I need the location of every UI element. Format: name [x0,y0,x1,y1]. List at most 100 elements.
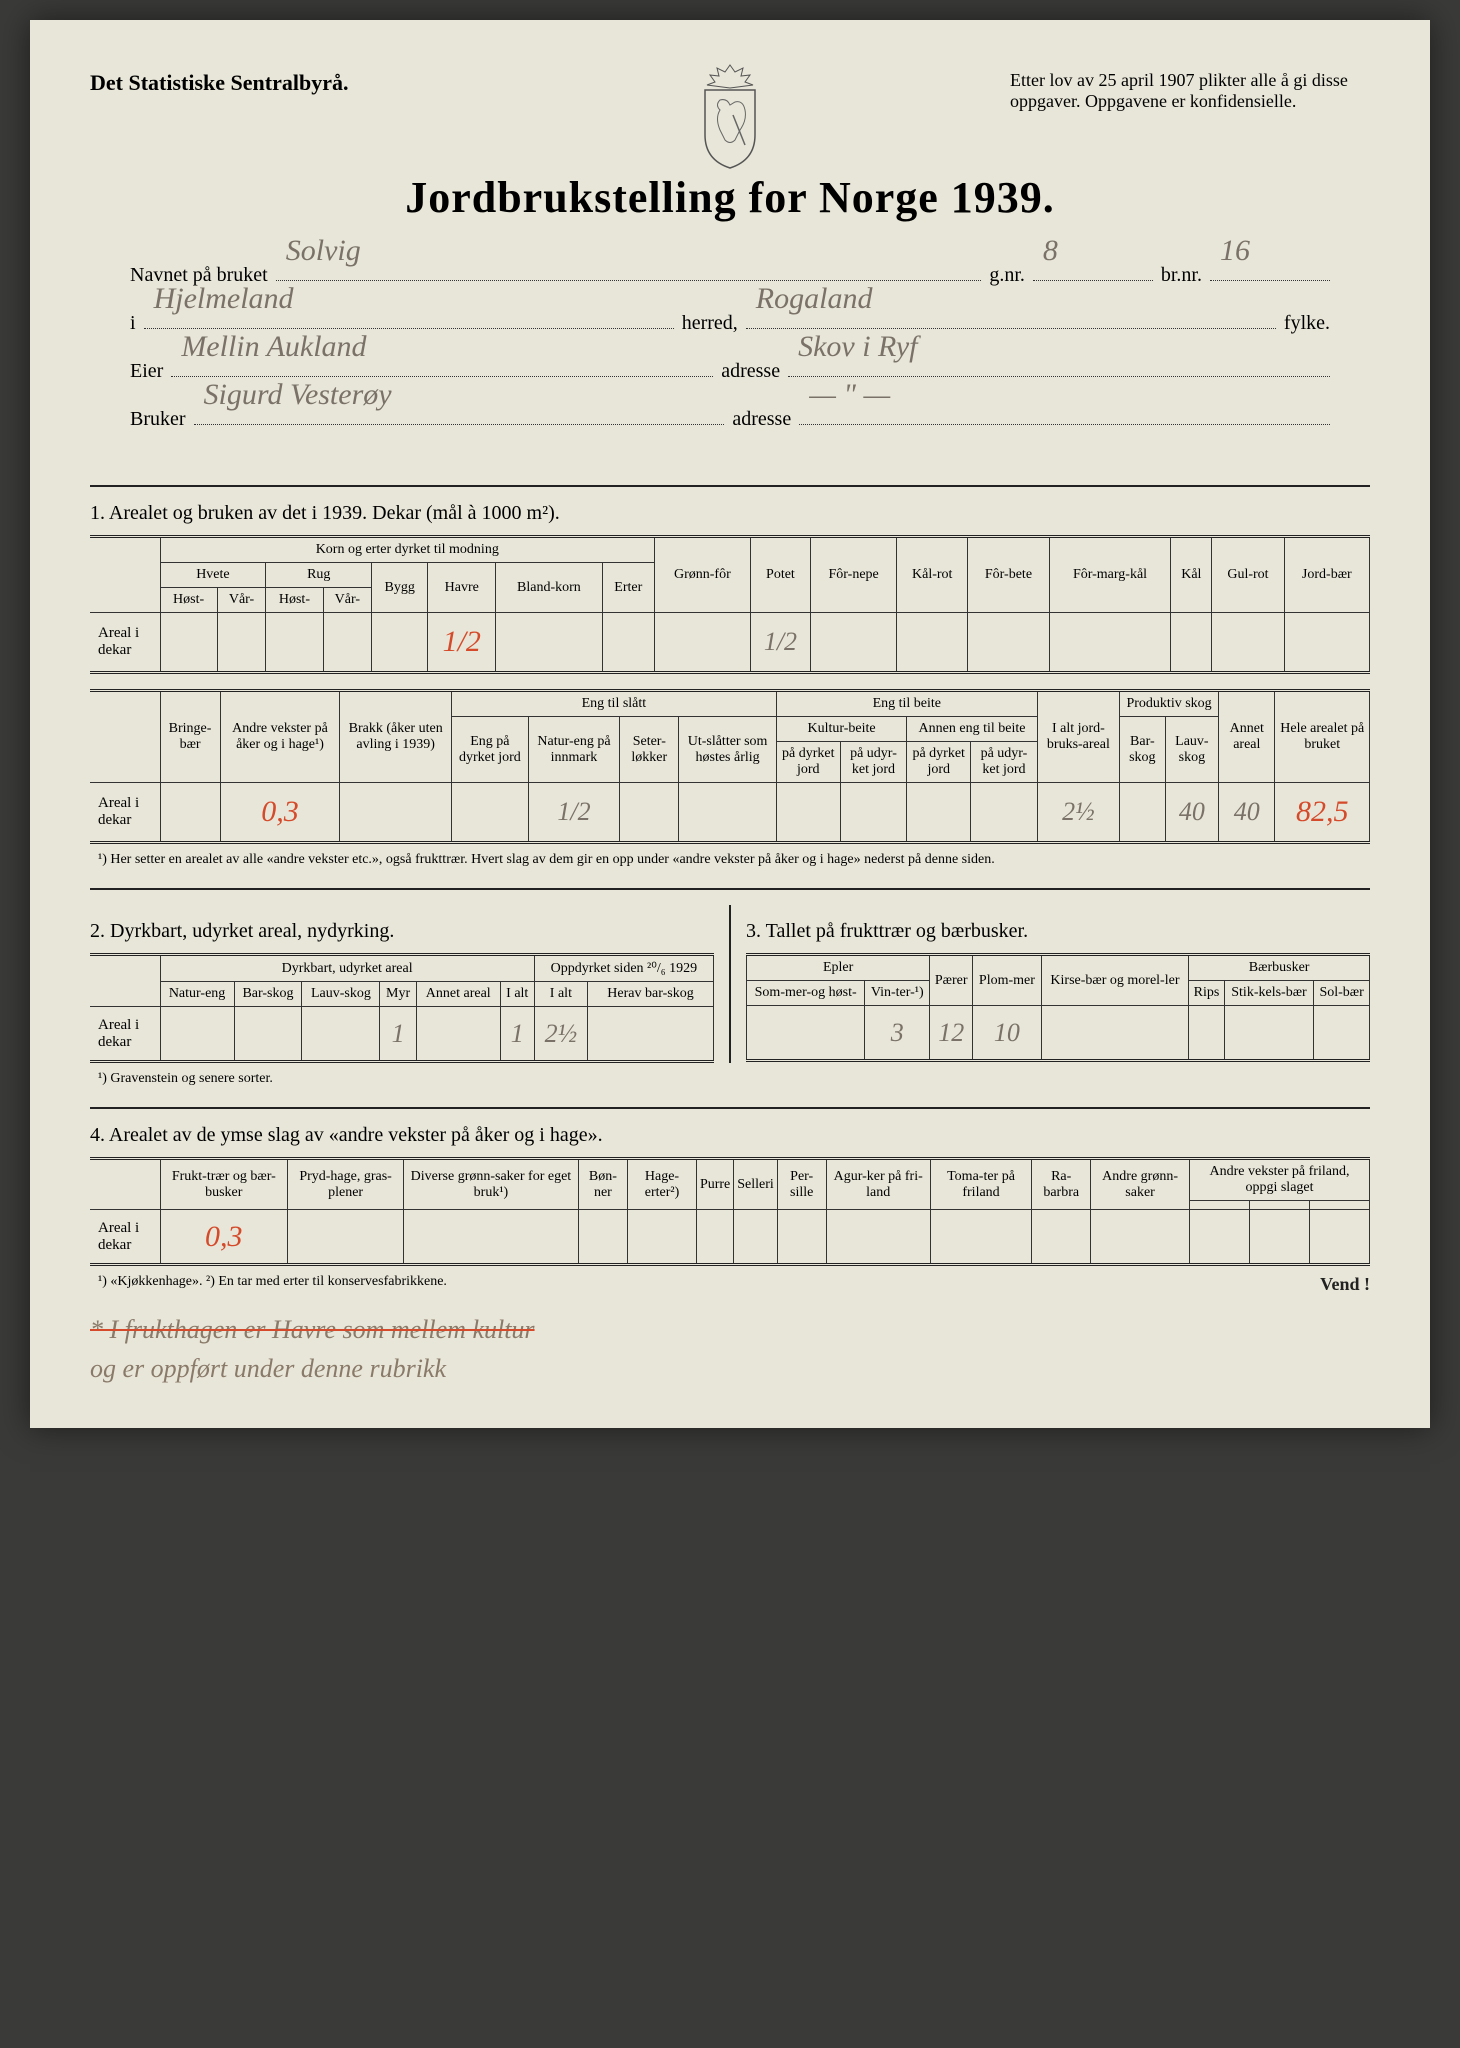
th-gronnfor: Grønn-fôr [655,537,751,613]
table-1a: Korn og erter dyrket til modning Grønn-f… [90,535,1370,674]
table-4: Frukt-trær og bær-busker Pryd-hage, gras… [90,1157,1370,1266]
th-lauvskog: Lauv-skog [1165,717,1218,783]
th-tomater: Toma-ter på friland [930,1159,1031,1210]
th-sommer: Som-mer-og høst- [747,981,865,1006]
table-1b: Bringe-bær Andre vekster på åker og i ha… [90,689,1370,844]
th-s2-natureng: Natur-eng [160,982,234,1007]
section3-title: 3. Tallet på frukttrær og bærbusker. [746,920,1370,943]
label-brnr: br.nr. [1161,253,1202,297]
th-persille: Per-sille [777,1159,826,1210]
th-selleri: Selleri [734,1159,778,1210]
val-s2-opp: 2½ [534,1007,587,1062]
val-s2-ialt: 1 [500,1007,534,1062]
th-diverse: Diverse grønn-saker for eget bruk¹) [404,1159,579,1210]
label-eier-adresse: adresse [721,349,780,393]
census-form-page: Det Statistiske Sentralbyrå. Etter lov a… [30,20,1430,1428]
th-s2-lauvskog: Lauv-skog [302,982,380,1007]
th-forbete: Fôr-bete [968,537,1049,613]
hw-bottom-1: * I frukthagen er Havre som mellem kultu… [90,1310,1370,1349]
val-lauvskog: 40 [1165,783,1218,843]
vend-label: Vend ! [1320,1274,1370,1295]
label-eier: Eier [130,349,163,393]
label-fylke: fylke. [1284,301,1330,345]
th-dyrkbart: Dyrkbart, udyrket areal [160,955,534,982]
th-ab-udyrket: på udyr-ket jord [971,742,1038,783]
th-solbaer: Sol-bær [1314,981,1370,1006]
hw-bottom-2: og er oppført under denne rubrikk [90,1349,1370,1388]
row-label-1b: Areal i dekar [90,783,160,843]
th-kb-dyrket: på dyrket jord [776,742,840,783]
val-natureng: 1/2 [528,783,620,843]
header-row: Det Statistiske Sentralbyrå. Etter lov a… [90,70,1370,112]
th-s2-herav: Herav bar-skog [588,982,714,1007]
th-plommer: Plom-mer [973,955,1041,1006]
th-s2-ialt: I alt [500,982,534,1007]
sections-2-3: 2. Dyrkbart, udyrket areal, nydyrking. D… [90,905,1370,1063]
section2-title: 2. Dyrkbart, udyrket areal, nydyrking. [90,920,714,943]
th-eng-dyrket: Eng på dyrket jord [451,717,528,783]
th-paerer: Pærer [930,955,973,1006]
th-agurker: Agur-ker på fri-land [826,1159,930,1210]
label-herred: herred, [682,301,738,345]
th-vinter: Vin-ter-¹) [865,981,930,1006]
th-rug-var: Vår- [323,588,372,613]
th-erter: Erter [602,563,655,613]
th-ialt-jord: I alt jord-bruks-areal [1037,691,1119,783]
th-barskog: Bar-skog [1120,717,1166,783]
th-andre-friland: Andre vekster på friland, oppgi slaget [1190,1159,1370,1201]
th-kalrot: Kål-rot [897,537,968,613]
th-s2-opp-ialt: I alt [534,982,587,1007]
agency-name: Det Statistiske Sentralbyrå. [90,70,348,96]
val-potet: 1/2 [750,613,810,673]
val-havre: 1/2 [428,613,496,673]
th-andre-vekster: Andre vekster på åker og i hage¹) [220,691,340,783]
th-annen-beite: Annen eng til beite [907,717,1037,742]
divider-3 [90,1107,1370,1109]
th-fornepe: Fôr-nepe [811,537,897,613]
footnote-4: ¹) «Kjøkkenhage». ²) En tar med erter ti… [98,1274,1370,1290]
th-korn: Korn og erter dyrket til modning [160,537,655,563]
divider-1 [90,485,1370,487]
val-s2-myr: 1 [380,1007,416,1062]
th-kirsebaer: Kirse-bær og morel-ler [1041,955,1189,1006]
th-eng-slatt: Eng til slått [451,691,776,717]
th-rug-host: Høst- [266,588,323,613]
th-kb-udyrket: på udyr-ket jord [840,742,907,783]
footnote-3: ¹) Gravenstein og senere sorter. [98,1071,1370,1087]
val-paerer: 12 [930,1006,973,1061]
row-label-1a: Areal i dekar [90,613,160,673]
val-ialt: 2½ [1037,783,1119,843]
val-annet: 40 [1219,783,1275,843]
th-bonner: Bøn-ner [578,1159,627,1210]
th-hvete-host: Høst- [160,588,217,613]
footnote-1: ¹) Her setter en arealet av alle «andre … [98,852,1370,868]
divider-2 [90,888,1370,890]
val-plommer: 10 [973,1006,1041,1061]
main-title: Jordbrukstelling for Norge 1939. [90,172,1370,223]
th-kal: Kål [1171,537,1212,613]
bottom-handwriting: * I frukthagen er Havre som mellem kultu… [90,1310,1370,1388]
th-prydhage: Pryd-hage, gras-plener [288,1159,404,1210]
th-jordbaer: Jord-bær [1284,537,1369,613]
hw-bruker: Sigurd Vesterøy [204,362,392,428]
th-kulturbeite: Kultur-beite [776,717,906,742]
th-bygg: Bygg [372,563,428,613]
th-seterlokker: Seter-løkker [620,717,679,783]
th-potet: Potet [750,537,810,613]
footnote-4-text: ¹) «Kjøkkenhage». ²) En tar med erter ti… [98,1274,447,1289]
coat-of-arms-icon [685,60,775,170]
val-vinter: 3 [865,1006,930,1061]
th-prod-skog: Produktiv skog [1120,691,1219,717]
label-bruker: Bruker [130,397,186,441]
label-gnr: g.nr. [989,253,1025,297]
th-s2-annet: Annet areal [416,982,500,1007]
th-s2-myr: Myr [380,982,416,1007]
th-rips: Rips [1189,981,1224,1006]
val-hele: 82,5 [1275,783,1370,843]
val-frukt: 0,3 [160,1210,288,1265]
th-bringebaer: Bringe-bær [160,691,220,783]
th-oppdyrket: Oppdyrket siden ²⁰/₆ 1929 [534,955,713,982]
val-andre: 0,3 [220,783,340,843]
th-formargkal: Fôr-marg-kål [1049,537,1171,613]
table-2: Dyrkbart, udyrket areal Oppdyrket siden … [90,953,714,1063]
